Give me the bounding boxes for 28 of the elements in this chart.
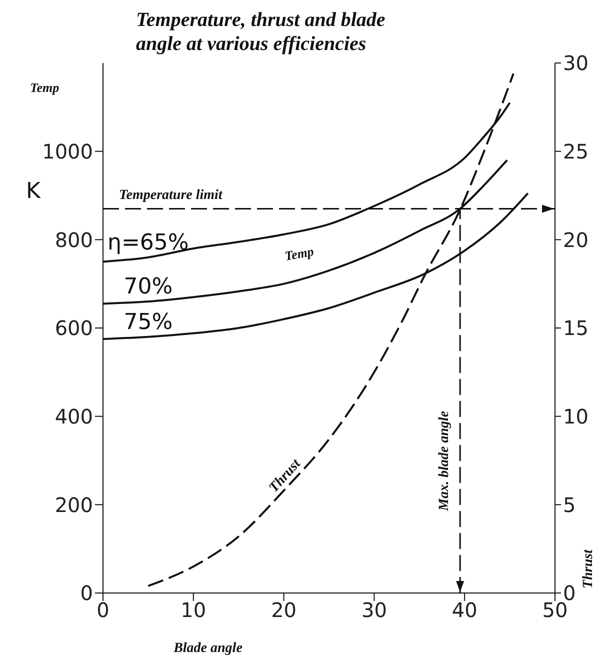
ref-line-label: Temperature limit	[119, 188, 224, 203]
y-tick-label: 1000	[42, 139, 93, 164]
x-tick-label: 0	[96, 598, 110, 622]
y-tick-label: 400	[54, 404, 93, 428]
x-axis-title: Blade angle	[172, 641, 242, 656]
x-tick-label: 40	[452, 598, 478, 622]
chart-title: Temperature, thrust and blade angle at various efficiencies	[136, 8, 386, 56]
series-label: η=65%	[108, 230, 189, 256]
y-axis-title: Temp	[30, 80, 60, 95]
y-tick-label: 600	[54, 316, 93, 340]
x-tick-label: 10	[180, 598, 206, 622]
y-tick-label: 200	[54, 492, 93, 517]
y-tick-label: 0	[80, 581, 93, 606]
series-label: 70%	[124, 274, 173, 300]
x-tick-label: 20	[271, 598, 297, 622]
y-tick-label: 800	[54, 228, 93, 252]
text: K	[26, 179, 41, 204]
y2-tick-label: 5	[563, 492, 576, 517]
y2-axis-title: Thrust	[581, 548, 596, 588]
y2-tick-label: 10	[563, 404, 588, 428]
y2-tick-label: 25	[563, 139, 588, 164]
y2-tick-label: 30	[563, 51, 588, 76]
annotation: Temp	[284, 244, 316, 264]
ref-line-label: Max. blade angle	[437, 410, 452, 512]
y2-tick-label: 15	[563, 316, 588, 340]
x-tick-label: 30	[361, 598, 387, 622]
y2-tick-label: 20	[563, 228, 588, 252]
series-label: 75%	[124, 310, 173, 335]
